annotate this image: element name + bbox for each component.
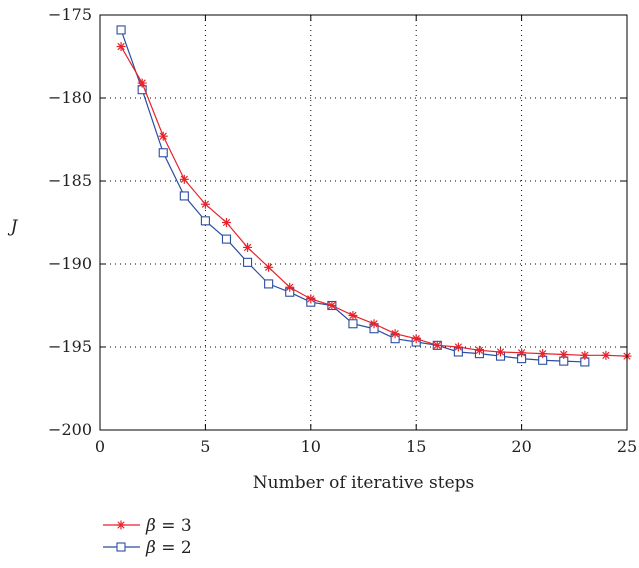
series-marker-star xyxy=(348,310,358,320)
grid-lines xyxy=(100,15,627,430)
star-stroke xyxy=(138,79,146,87)
series-marker-star xyxy=(116,520,126,530)
plot-frame xyxy=(99,14,628,431)
star-stroke xyxy=(581,351,589,359)
star-stroke xyxy=(117,521,125,529)
series-marker-square xyxy=(264,279,274,289)
star-stroke xyxy=(433,341,441,350)
series-marker-square xyxy=(200,216,210,226)
series-marker-star xyxy=(580,350,590,360)
star-stroke xyxy=(496,348,505,356)
series-marker-star xyxy=(517,348,527,358)
star-stroke xyxy=(286,283,294,291)
legend-label-value: = 3 xyxy=(156,516,192,536)
series-marker-square xyxy=(348,319,358,329)
legend-label: β = 2 xyxy=(145,538,192,558)
series-marker-star xyxy=(601,350,611,360)
series-beta-3 xyxy=(116,42,632,361)
series-marker-star xyxy=(306,294,316,304)
star-stroke xyxy=(243,243,252,252)
series-line xyxy=(120,46,628,357)
series-marker-square xyxy=(243,257,253,267)
x-tick-label: 10 xyxy=(301,437,321,456)
series-marker-star xyxy=(179,174,189,184)
star-stroke xyxy=(560,350,568,359)
series-marker-star xyxy=(264,262,274,272)
series-marker-star xyxy=(200,199,210,209)
star-stroke xyxy=(222,218,231,227)
x-tick-label: 15 xyxy=(406,437,426,456)
series-marker-star xyxy=(369,319,379,329)
legend-label-symbol: β xyxy=(145,516,156,536)
star-stroke xyxy=(517,349,526,357)
legend-label: β = 3 xyxy=(145,516,192,536)
star-stroke xyxy=(159,132,167,140)
legend-item: β = 2 xyxy=(103,538,192,558)
series-marker-square xyxy=(116,542,126,552)
star-stroke xyxy=(117,42,125,51)
star-stroke xyxy=(454,343,463,351)
axis-ticks: 0 5 10 15 20 25 −175 −180 −185 −190 −195 −200 xyxy=(48,5,637,456)
star-stroke xyxy=(602,351,610,359)
series-marker-square xyxy=(158,148,168,158)
star-stroke xyxy=(264,263,273,271)
star-stroke xyxy=(180,175,188,184)
legend-label-value: = 2 xyxy=(156,538,192,558)
series-marker-square xyxy=(221,234,232,244)
star-stroke xyxy=(475,346,484,354)
series-marker-star xyxy=(116,42,126,52)
x-tick-label: 20 xyxy=(511,437,531,456)
series-marker-star xyxy=(453,342,463,352)
y-axis-label: J xyxy=(8,217,19,237)
star-stroke xyxy=(539,349,547,358)
y-tick-label: −190 xyxy=(48,254,92,273)
series-marker-star xyxy=(137,78,147,88)
star-stroke xyxy=(412,335,420,343)
series-marker-star xyxy=(221,218,231,227)
series-marker-star xyxy=(411,334,421,344)
x-tick-label: 5 xyxy=(200,437,210,456)
legend-label-symbol: β xyxy=(145,538,156,558)
series-marker-star xyxy=(559,349,569,359)
series-marker-star xyxy=(243,242,253,252)
series-marker-star xyxy=(158,131,168,141)
star-stroke xyxy=(328,301,336,310)
legend-item: β = 3 xyxy=(103,516,192,536)
x-axis-label: Number of iterative steps xyxy=(253,473,475,493)
series-layer xyxy=(116,25,632,367)
star-stroke xyxy=(307,295,315,303)
series-marker-star xyxy=(285,282,295,292)
star-stroke xyxy=(349,311,357,320)
x-tick-label: 25 xyxy=(617,437,637,456)
series-marker-star xyxy=(432,340,442,350)
series-marker-square xyxy=(116,25,126,35)
star-stroke xyxy=(201,200,210,208)
x-tick-label: 0 xyxy=(95,437,105,456)
series-marker-square xyxy=(179,191,189,201)
y-tick-label: −195 xyxy=(48,337,92,356)
series-marker-star xyxy=(327,301,337,310)
star-stroke xyxy=(391,330,399,338)
series-marker-star xyxy=(496,347,506,357)
series-marker-star xyxy=(390,329,400,339)
series-marker-star xyxy=(538,349,548,359)
series-marker-star xyxy=(474,345,484,355)
star-stroke xyxy=(370,320,378,328)
legend: β = 3β = 2 xyxy=(103,516,192,558)
y-tick-label: −180 xyxy=(48,88,92,107)
y-tick-label: −175 xyxy=(48,5,92,24)
y-tick-label: −185 xyxy=(48,171,92,190)
y-tick-label: −200 xyxy=(48,420,92,439)
